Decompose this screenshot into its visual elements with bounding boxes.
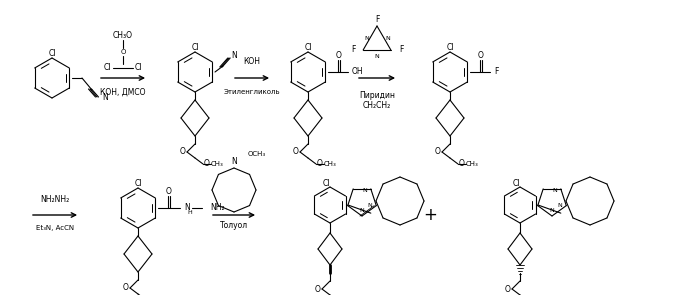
Text: Cl: Cl <box>191 43 199 53</box>
Text: OH: OH <box>352 68 364 76</box>
Text: N: N <box>549 207 554 212</box>
Text: Cl: Cl <box>48 50 56 58</box>
Text: N: N <box>231 158 237 166</box>
Text: O: O <box>180 148 186 157</box>
Text: N: N <box>231 50 237 60</box>
Text: O: O <box>123 283 129 293</box>
Text: Et₃N, AcCN: Et₃N, AcCN <box>36 225 74 231</box>
Text: F: F <box>494 68 498 76</box>
Text: F: F <box>351 45 355 55</box>
Text: O: O <box>204 160 210 168</box>
Text: H: H <box>188 209 193 214</box>
Text: N: N <box>184 204 190 212</box>
Text: CH₃: CH₃ <box>466 161 478 167</box>
Text: Cl: Cl <box>322 178 329 188</box>
Text: NH₂: NH₂ <box>210 204 225 212</box>
Text: N: N <box>552 189 557 193</box>
Text: N: N <box>102 94 107 102</box>
Text: Пиридин: Пиридин <box>359 91 395 99</box>
Text: N: N <box>375 53 380 58</box>
Text: O: O <box>166 188 172 196</box>
Text: КОН: КОН <box>244 58 260 66</box>
Text: NH₂NH₂: NH₂NH₂ <box>40 196 70 204</box>
Text: Этиленгликоль: Этиленгликоль <box>223 89 281 95</box>
Text: O: O <box>505 284 511 294</box>
Text: Толуол: Толуол <box>220 220 248 230</box>
Text: F: F <box>375 16 379 24</box>
Text: O: O <box>435 148 441 157</box>
Text: Cl: Cl <box>135 63 142 73</box>
Text: CH₃: CH₃ <box>211 161 223 167</box>
Text: +: + <box>423 206 437 224</box>
Text: CH₃: CH₃ <box>324 161 336 167</box>
Text: Cl: Cl <box>512 178 520 188</box>
Text: O: O <box>336 52 342 60</box>
Text: N: N <box>362 189 367 193</box>
Text: O: O <box>459 160 465 168</box>
Text: O: O <box>120 49 126 55</box>
Text: O: O <box>293 148 299 157</box>
Text: N: N <box>385 36 389 41</box>
Text: CH₃O: CH₃O <box>113 32 133 40</box>
Text: Cl: Cl <box>103 63 111 73</box>
Text: Cl: Cl <box>134 179 142 189</box>
Text: F: F <box>399 45 403 55</box>
Text: Cl: Cl <box>446 43 454 53</box>
Text: O: O <box>315 284 321 294</box>
Text: O: O <box>478 52 484 60</box>
Text: Cl: Cl <box>304 43 312 53</box>
Text: OCH₃: OCH₃ <box>248 151 266 157</box>
Text: N: N <box>359 207 364 212</box>
Text: N: N <box>368 203 372 208</box>
Text: N: N <box>558 203 563 208</box>
Text: КОН, ДМСО: КОН, ДМСО <box>101 88 146 96</box>
Text: N: N <box>364 36 369 41</box>
Text: O: O <box>317 160 323 168</box>
Text: CH₂CH₂: CH₂CH₂ <box>363 101 391 109</box>
